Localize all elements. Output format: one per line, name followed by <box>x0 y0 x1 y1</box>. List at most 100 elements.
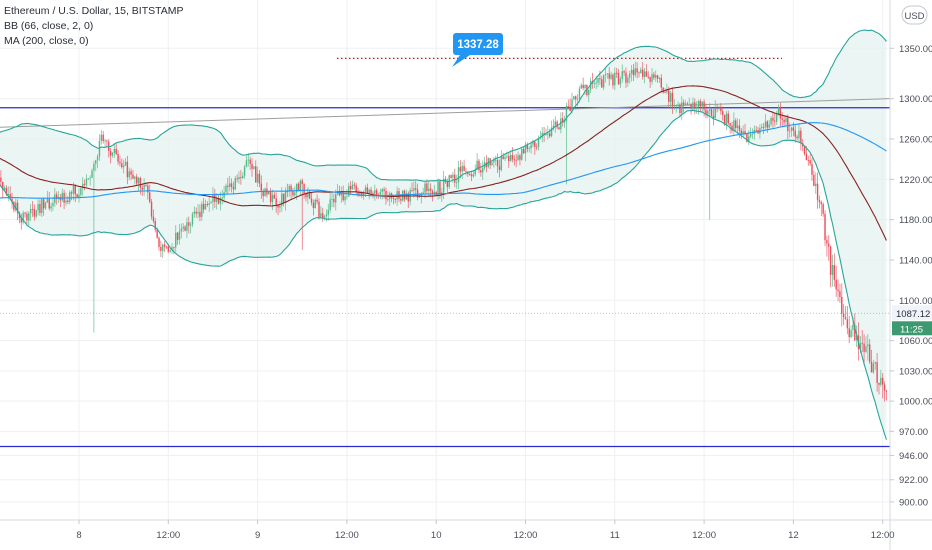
candle-body <box>673 105 676 107</box>
candle-body <box>368 189 370 194</box>
candle-body <box>446 181 449 187</box>
candle-body <box>816 183 819 201</box>
candle-body <box>29 208 32 214</box>
candle-body <box>643 71 646 77</box>
candle-body <box>327 209 330 215</box>
candle-body <box>230 183 233 188</box>
candle-body <box>612 74 614 86</box>
candle-body <box>333 198 335 203</box>
candle-body <box>372 192 374 194</box>
candle-body <box>885 390 888 392</box>
candle-body <box>11 199 13 202</box>
candle-body <box>72 186 75 194</box>
candle-body <box>290 185 292 192</box>
candle-body <box>768 124 770 128</box>
candle-body <box>800 130 802 143</box>
candle-body <box>694 102 696 108</box>
candle-body <box>625 72 627 83</box>
candle-body <box>876 362 878 383</box>
candle-body <box>610 74 612 79</box>
price-axis[interactable]: 900.00 922.00 946.00 970.00 1000.00 1030.00 10… <box>889 0 932 550</box>
candle-body <box>599 78 601 80</box>
candle-body <box>165 246 168 248</box>
candle-body <box>861 343 863 345</box>
candle-body <box>872 363 875 373</box>
candle-body <box>338 191 341 196</box>
candle-body <box>357 191 359 196</box>
candle-body <box>867 344 869 347</box>
candle-body <box>775 113 778 122</box>
candle-body <box>152 216 155 222</box>
candle-body <box>282 193 285 203</box>
candle-body <box>65 200 67 203</box>
peak-price-callout[interactable]: 1337.28 <box>452 33 503 67</box>
candle-body <box>115 148 117 154</box>
candle-body <box>420 193 423 197</box>
candle-body <box>275 198 277 206</box>
countdown-bg <box>892 321 932 336</box>
candle-body <box>381 189 383 192</box>
candle-body <box>93 163 95 171</box>
candle-body <box>824 213 826 241</box>
legend-bollinger[interactable]: BB (66, close, 2, 0) <box>4 20 94 32</box>
candle-body <box>227 185 229 187</box>
candle-body <box>262 190 264 197</box>
candle-body <box>160 246 162 251</box>
candle-body <box>679 104 681 114</box>
candle-body <box>509 155 512 162</box>
candle-body <box>269 191 272 203</box>
candle-body <box>638 72 640 74</box>
currency-button[interactable]: USD <box>901 5 928 25</box>
candle-body <box>457 167 460 183</box>
candle-body <box>777 106 780 114</box>
candle-body <box>100 134 103 141</box>
trend-line[interactable] <box>0 98 891 129</box>
candle-body <box>145 184 147 186</box>
candle-body <box>878 382 880 385</box>
candle-body <box>320 213 322 219</box>
symbol-title[interactable]: Ethereum / U.S. Dollar, 15, BITSTAMP <box>4 5 184 17</box>
candle-body <box>575 96 577 100</box>
candle-body <box>121 163 123 168</box>
candle-body <box>636 68 638 73</box>
time-axis[interactable]: 8 12:00 9 12:00 10 12:00 11 12:00 12 12:00 <box>0 519 932 541</box>
candle-body <box>26 213 28 221</box>
y-tick-label: 1060.00 <box>899 336 932 347</box>
candle-body <box>191 213 194 225</box>
candle-body <box>433 191 436 195</box>
candle-body <box>859 343 862 350</box>
candle-body <box>163 244 166 247</box>
x-tick-label: 12:00 <box>692 530 716 541</box>
candle-body <box>703 101 705 110</box>
candle-body <box>78 194 80 198</box>
candle-body <box>91 170 93 178</box>
candle-body <box>463 165 465 172</box>
legend-moving-average[interactable]: MA (200, close, 0) <box>4 35 89 47</box>
drawings[interactable] <box>0 57 891 448</box>
candle-body <box>828 243 830 247</box>
last-price-badge[interactable]: 1087.12 11:25 <box>892 305 932 336</box>
candle-body <box>562 118 564 123</box>
x-tick-label: 11 <box>610 530 620 541</box>
candle-body <box>627 77 629 83</box>
candle-body <box>362 191 365 196</box>
candle-body <box>708 109 711 111</box>
candle-body <box>240 177 242 178</box>
x-tick-label: 12:00 <box>514 530 538 541</box>
candle-body <box>76 194 78 198</box>
candle-body <box>322 213 324 218</box>
candle-body <box>645 71 648 77</box>
candle-body <box>199 211 201 217</box>
candle-body <box>318 201 320 219</box>
candle-body <box>567 105 569 107</box>
candle-body <box>671 92 674 107</box>
overlay-drawings[interactable]: 1337.28 <box>0 33 890 314</box>
candle-body <box>256 173 259 183</box>
candle-body <box>508 156 510 162</box>
candle-body <box>818 200 821 203</box>
candle-body <box>515 159 517 161</box>
candle-body <box>147 185 149 193</box>
candle-body <box>682 102 685 105</box>
